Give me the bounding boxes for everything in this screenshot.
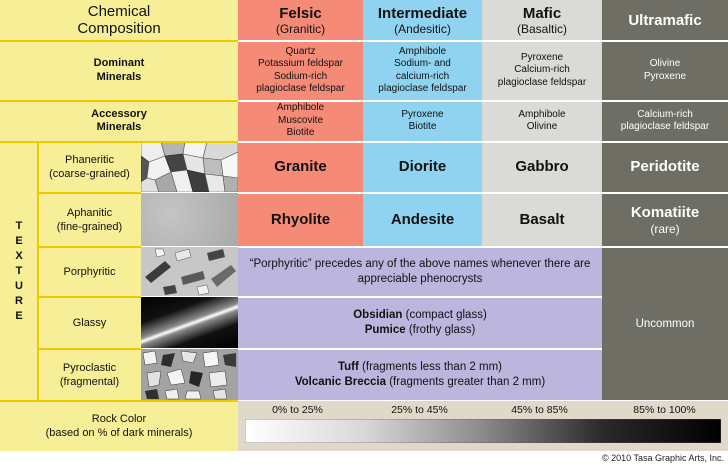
ultramafic-header: Ultramafic	[602, 0, 728, 40]
composition-header: Chemical Composition	[0, 0, 238, 40]
ultramafic-label: Ultramafic	[628, 11, 702, 29]
rock-color-label: Rock Color (based on % of dark minerals)	[0, 401, 238, 451]
breccia-label: Volcanic Breccia	[294, 375, 387, 388]
grid-line	[238, 296, 602, 298]
grid-line	[38, 348, 141, 350]
copyright: © 2010 Tasa Graphic Arts, Inc.	[601, 453, 724, 463]
grid-line	[38, 192, 141, 194]
texture-glassy: Glassy	[38, 297, 141, 348]
komatiite-note: (rare)	[650, 221, 680, 236]
porphyritic-texture-image	[141, 247, 238, 296]
diorite-cell: Diorite	[363, 142, 482, 192]
aphanitic-texture-image	[141, 193, 238, 246]
peridotite-cell: Peridotite	[602, 142, 728, 192]
uncommon-cell: Uncommon	[602, 247, 728, 400]
grid-line	[0, 40, 238, 42]
intermediate-label: Intermediate	[377, 4, 468, 22]
felsic-dominant-minerals: Quartz Potassium feldspar Sodium-rich pl…	[238, 41, 363, 100]
felsic-label: Felsic	[279, 4, 322, 22]
obsidian-label: Obsidian	[353, 308, 403, 321]
grid-line	[0, 141, 238, 143]
felsic-sublabel: (Granitic)	[275, 21, 326, 36]
grid-line	[238, 192, 728, 194]
porphyritic-note: “Porphyritic” precedes any of the above …	[238, 247, 602, 296]
pumice-line: Pumice (frothy glass)	[365, 323, 476, 338]
mafic-label: Mafic	[522, 4, 562, 22]
basalt-cell: Basalt	[482, 193, 602, 246]
intermediate-sublabel: (Andesitic)	[394, 21, 451, 36]
rock-color-range-4: 85% to 100%	[633, 404, 696, 416]
grid-line	[0, 400, 238, 402]
grid-line	[38, 246, 141, 248]
grid-line	[238, 141, 728, 143]
accessory-minerals-label: Accessory Minerals	[0, 101, 238, 141]
grid-line	[238, 40, 728, 42]
breccia-line: Volcanic Breccia (fragments greater than…	[295, 375, 545, 390]
texture-porphyritic: Porphyritic	[38, 247, 141, 296]
breccia-note: (fragments greater than 2 mm)	[386, 375, 546, 388]
phaneritic-texture-image	[141, 142, 238, 192]
rock-color-range-2: 25% to 45%	[391, 404, 448, 416]
pyroclastic-fragments	[141, 349, 238, 400]
ultramafic-accessory-minerals: Calcium-rich plagioclase feldspar	[602, 101, 728, 141]
grid-line	[0, 100, 238, 102]
felsic-accessory-minerals: Amphibole Muscovite Biotite	[238, 101, 363, 141]
pyroclastic-rocks: Tuff (fragments less than 2 mm) Volcanic…	[238, 349, 602, 400]
grid-line	[238, 100, 728, 102]
grid-line	[238, 348, 602, 350]
grid-line	[238, 246, 728, 248]
komatiite-label: Komatiite	[630, 203, 700, 221]
tuff-note: (fragments less than 2 mm)	[358, 360, 502, 373]
glassy-rocks: Obsidian (compact glass) Pumice (frothy …	[238, 297, 602, 348]
ultramafic-dominant-minerals: Olivine Pyroxene	[602, 41, 728, 100]
intermediate-header: Intermediate (Andesitic)	[363, 0, 482, 40]
texture-pyroclastic: Pyroclastic (fragmental)	[38, 349, 141, 400]
andesite-cell: Andesite	[363, 193, 482, 246]
porphyritic-phenocrysts	[141, 247, 238, 296]
rock-color-range-1: 0% to 25%	[272, 404, 323, 416]
mafic-sublabel: (Basaltic)	[516, 21, 567, 36]
grid-line	[38, 296, 141, 298]
granite-cell: Granite	[238, 142, 363, 192]
rock-color-range-3: 45% to 85%	[511, 404, 568, 416]
glassy-texture-image	[141, 297, 238, 348]
mafic-header: Mafic (Basaltic)	[482, 0, 602, 40]
pumice-label: Pumice	[364, 323, 406, 336]
intermediate-dominant-minerals: Amphibole Sodium- and calcium-rich plagi…	[363, 41, 482, 100]
felsic-header: Felsic (Granitic)	[238, 0, 363, 40]
texture-label: TEXTURE	[0, 142, 38, 400]
texture-phaneritic: Phaneritic (coarse-grained)	[38, 142, 141, 192]
pumice-note: (frothy glass)	[405, 323, 476, 336]
phaneritic-grains	[141, 142, 238, 192]
gabbro-cell: Gabbro	[482, 142, 602, 192]
komatiite-cell: Komatiite (rare)	[602, 193, 728, 246]
intermediate-accessory-minerals: Pyroxene Biotite	[363, 101, 482, 141]
grid-line	[37, 141, 39, 401]
mafic-accessory-minerals: Amphibole Olivine	[482, 101, 602, 141]
tuff-label: Tuff	[337, 360, 359, 373]
obsidian-line: Obsidian (compact glass)	[353, 308, 487, 323]
pyroclastic-texture-image	[141, 349, 238, 400]
dominant-minerals-label: Dominant Minerals	[0, 41, 238, 100]
tuff-line: Tuff (fragments less than 2 mm)	[338, 360, 502, 375]
rhyolite-cell: Rhyolite	[238, 193, 363, 246]
rock-color-gradient-bar	[245, 419, 721, 443]
texture-aphanitic: Aphanitic (fine-grained)	[38, 193, 141, 246]
obsidian-note: (compact glass)	[402, 308, 487, 321]
mafic-dominant-minerals: Pyroxene Calcium-rich plagioclase feldsp…	[482, 41, 602, 100]
